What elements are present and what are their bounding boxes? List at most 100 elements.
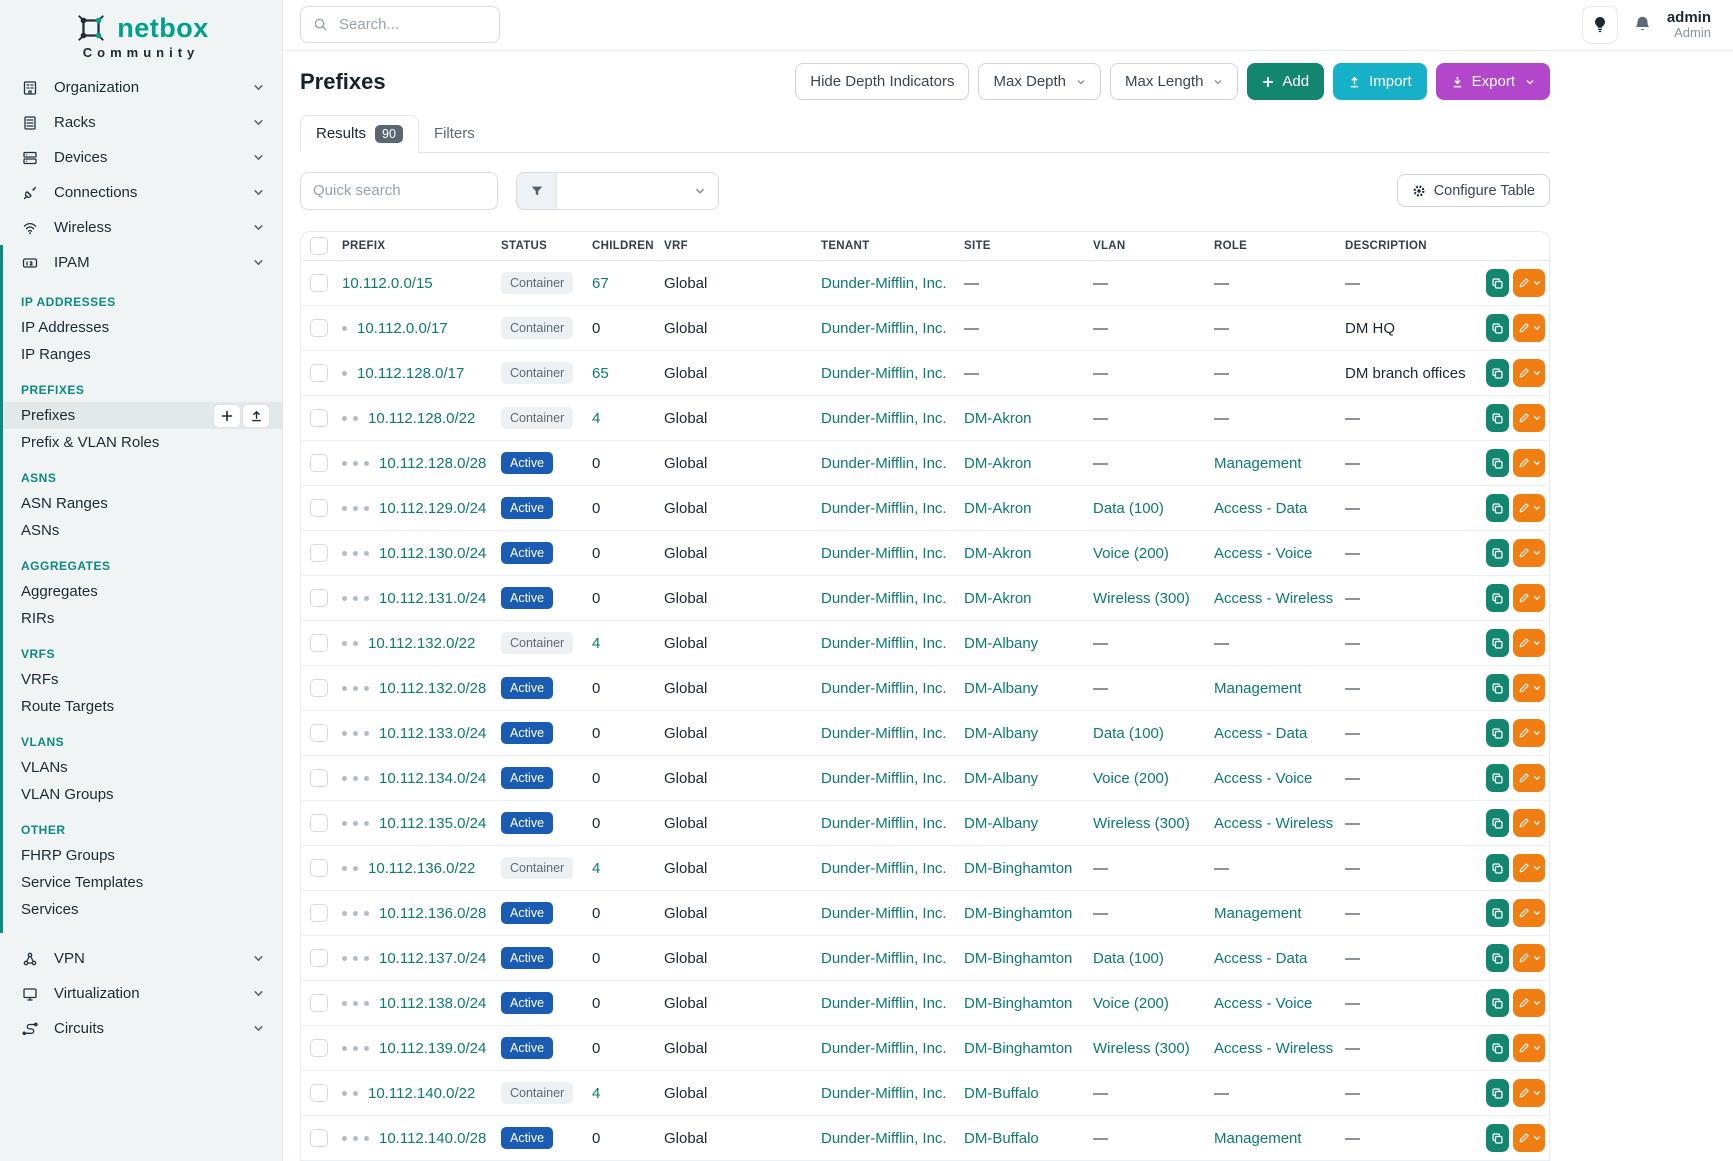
global-search-input[interactable] [337,15,487,35]
tenant-link[interactable]: Dunder-Mifflin, Inc. [821,814,947,832]
tenant-link[interactable]: Dunder-Mifflin, Inc. [821,679,947,697]
clone-button[interactable] [1486,1034,1510,1062]
sidebar-item-rirs[interactable]: RIRs [21,610,55,627]
site-link[interactable]: DM-Binghamton [964,949,1073,967]
role-link[interactable]: Access - Wireless [1214,814,1334,832]
prefix-link[interactable]: 10.112.138.0/24 [379,994,487,1012]
role-link[interactable]: Management [1214,904,1302,922]
clone-button[interactable] [1486,1079,1510,1107]
site-link[interactable]: DM-Albany [964,634,1039,652]
row-checkbox[interactable] [310,904,328,923]
tab-filters[interactable]: Filters [433,125,475,142]
column-header-description[interactable]: DESCRIPTION [1345,231,1486,261]
row-checkbox[interactable] [310,859,328,878]
clone-button[interactable] [1486,854,1510,882]
theme-toggle-button[interactable] [1581,5,1618,44]
sidebar-item-prefixes[interactable]: Prefixes [3,402,282,429]
children-count-link[interactable]: 4 [592,634,601,652]
tenant-link[interactable]: Dunder-Mifflin, Inc. [821,1129,947,1147]
site-link[interactable]: DM-Akron [964,454,1032,472]
edit-button[interactable] [1513,809,1545,837]
sidebar-item-service-templates[interactable]: Service Templates [21,874,144,891]
prefix-link[interactable]: 10.112.140.0/22 [368,1084,476,1102]
column-header-vlan[interactable]: VLAN [1093,231,1214,261]
hide-depth-indicators-button[interactable]: Hide Depth Indicators [795,63,970,100]
quick-search-input[interactable] [300,171,498,210]
role-link[interactable]: Access - Voice [1214,769,1313,787]
edit-button[interactable] [1513,1034,1545,1062]
site-link[interactable]: DM-Binghamton [964,859,1073,877]
site-link[interactable]: DM-Albany [964,724,1039,742]
sidebar-item-circuits[interactable]: Circuits [0,1011,282,1046]
sidebar-item-asns[interactable]: ASNs [21,522,60,539]
sidebar-item-route-targets[interactable]: Route Targets [21,698,115,715]
role-link[interactable]: Management [1214,1129,1302,1147]
tenant-link[interactable]: Dunder-Mifflin, Inc. [821,364,947,382]
tenant-link[interactable]: Dunder-Mifflin, Inc. [821,994,947,1012]
edit-button[interactable] [1513,629,1545,657]
edit-button[interactable] [1513,1079,1545,1107]
import-button[interactable]: Import [1333,63,1427,100]
site-link[interactable]: DM-Binghamton [964,994,1073,1012]
column-header-prefix[interactable]: PREFIX [342,231,501,261]
prefix-link[interactable]: 10.112.128.0/22 [368,409,476,427]
row-checkbox[interactable] [310,454,328,473]
row-checkbox[interactable] [310,634,328,653]
edit-button[interactable] [1513,539,1545,567]
tenant-link[interactable]: Dunder-Mifflin, Inc. [821,724,947,742]
column-header-vrf[interactable]: VRF [664,231,821,261]
edit-button[interactable] [1513,269,1545,297]
prefix-link[interactable]: 10.112.140.0/28 [379,1129,487,1147]
edit-button[interactable] [1513,944,1545,972]
clone-button[interactable] [1486,539,1510,567]
sidebar-item-racks[interactable]: Racks [0,105,282,140]
row-checkbox[interactable] [310,994,328,1013]
notifications-button[interactable] [1633,15,1652,34]
edit-button[interactable] [1513,899,1545,927]
clone-button[interactable] [1486,1124,1510,1152]
site-link[interactable]: DM-Buffalo [964,1084,1039,1102]
sidebar-item-connections[interactable]: Connections [0,175,282,210]
site-link[interactable]: DM-Albany [964,679,1039,697]
edit-button[interactable] [1513,764,1545,792]
children-count-link[interactable]: 4 [592,1084,601,1102]
user-menu[interactable]: admin Admin [1667,9,1711,41]
sidebar-item-ip-ranges[interactable]: IP Ranges [21,346,91,363]
sidebar-item-ip-addresses[interactable]: IP Addresses [21,319,110,336]
clone-button[interactable] [1486,899,1510,927]
sidebar-item-devices[interactable]: Devices [0,140,282,175]
clone-button[interactable] [1486,449,1510,477]
sidebar-item-prefix-vlan-roles[interactable]: Prefix & VLAN Roles [21,434,160,451]
clone-button[interactable] [1486,944,1510,972]
site-link[interactable]: DM-Binghamton [964,904,1073,922]
role-link[interactable]: Access - Wireless [1214,1039,1334,1057]
prefix-link[interactable]: 10.112.134.0/24 [379,769,487,787]
role-link[interactable]: Access - Data [1214,949,1308,967]
tenant-link[interactable]: Dunder-Mifflin, Inc. [821,904,947,922]
prefix-link[interactable]: 10.112.130.0/24 [379,544,487,562]
role-link[interactable]: Access - Data [1214,499,1308,517]
vlan-link[interactable]: Wireless (300) [1093,1039,1190,1057]
prefix-link[interactable]: 10.112.131.0/24 [379,589,487,607]
sidebar-item-vlans[interactable]: VLANs [21,759,68,776]
brand[interactable]: netbox Community [0,0,282,64]
sidebar-item-services[interactable]: Services [21,901,79,918]
prefix-link[interactable]: 10.112.129.0/24 [379,499,487,517]
row-checkbox[interactable] [310,679,328,698]
vlan-link[interactable]: Wireless (300) [1093,589,1190,607]
column-header-status[interactable]: STATUS [501,231,592,261]
sidebar-item-organization[interactable]: Organization [0,70,282,105]
children-count-link[interactable]: 65 [592,364,609,382]
clone-button[interactable] [1486,764,1510,792]
tenant-link[interactable]: Dunder-Mifflin, Inc. [821,949,947,967]
row-checkbox[interactable] [310,544,328,563]
tenant-link[interactable]: Dunder-Mifflin, Inc. [821,1039,947,1057]
tab-results[interactable]: Results 90 [300,114,419,153]
sidebar-item-ipam[interactable]: IPAM [3,245,282,280]
edit-button[interactable] [1513,1124,1545,1152]
site-link[interactable]: DM-Binghamton [964,1039,1073,1057]
site-link[interactable]: DM-Akron [964,589,1032,607]
site-link[interactable]: DM-Buffalo [964,1129,1039,1147]
tenant-link[interactable]: Dunder-Mifflin, Inc. [821,319,947,337]
clone-button[interactable] [1486,719,1510,747]
